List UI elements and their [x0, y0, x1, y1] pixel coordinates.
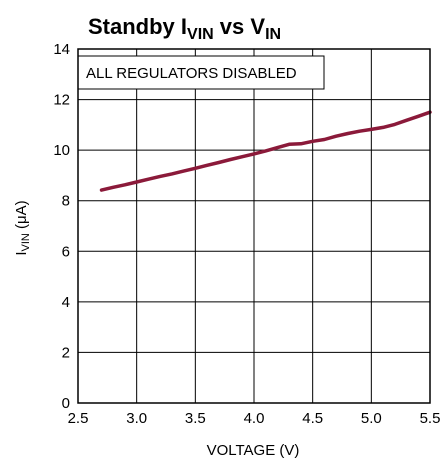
annotation-text: ALL REGULATORS DISABLED: [86, 65, 297, 82]
y-axis-title-main: I: [13, 251, 30, 255]
y-tick-label: 2: [62, 344, 70, 361]
x-tick-label: 4.0: [244, 410, 265, 427]
plot-frame: [77, 48, 431, 404]
title-main: Standby I: [88, 14, 187, 39]
y-axis-title-rest: (μA): [13, 200, 30, 233]
y-tick-label: 8: [62, 193, 70, 210]
x-tick-label: 3.5: [185, 410, 206, 427]
x-tick-labels: 2.5 3.0 3.5 4.0 4.5 5.0 5.5: [68, 410, 441, 427]
y-tick-label: 4: [62, 294, 70, 311]
y-tick-labels: 0 2 4 6 8 10 12 14: [53, 41, 70, 412]
x-tick-label: 3.0: [126, 410, 147, 427]
y-tick-label: 14: [53, 41, 70, 58]
series-layer: [99, 110, 432, 192]
x-tick-label: 5.0: [361, 410, 382, 427]
chart-title: Standby IVIN vs VIN: [88, 14, 281, 43]
grid: [77, 48, 431, 404]
y-tick-label: 0: [62, 395, 70, 412]
x-tick-label: 2.5: [68, 410, 89, 427]
title-sub-in: IN: [265, 26, 281, 43]
y-tick-label: 6: [62, 243, 70, 260]
y-axis-title: IVIN (μA): [13, 200, 32, 255]
title-mid: vs V: [214, 14, 266, 39]
annotation-box: [77, 55, 325, 90]
y-tick-label: 12: [53, 92, 70, 109]
series-line-0: [99, 110, 432, 192]
x-axis-title: VOLTAGE (V): [207, 442, 300, 459]
x-tick-label: 5.5: [420, 410, 441, 427]
y-tick-label: 10: [53, 142, 70, 159]
title-sub-vin: VIN: [187, 26, 214, 43]
x-tick-label: 4.5: [302, 410, 323, 427]
y-axis-title-sub: VIN: [20, 233, 32, 251]
